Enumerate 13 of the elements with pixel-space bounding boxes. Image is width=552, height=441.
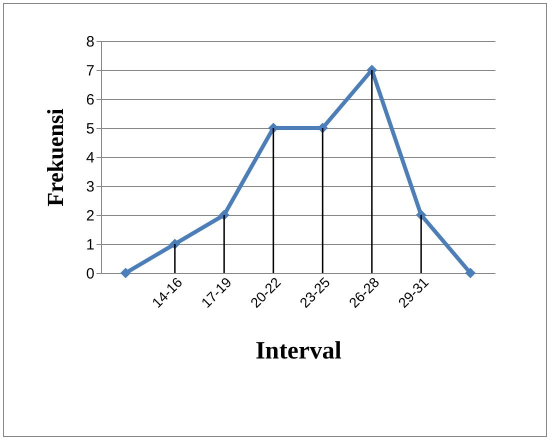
y-tick-label: 7	[86, 62, 94, 80]
point	[120, 268, 131, 278]
point	[465, 268, 476, 278]
x-axis-title: Interval	[255, 338, 342, 365]
y-tick-label: 0	[86, 266, 94, 282]
y-tick-label: 2	[86, 208, 94, 224]
y-tick-label: 6	[86, 92, 94, 108]
y-axis-title: Frekuensi	[43, 108, 68, 206]
y-tick-label: 8	[86, 34, 94, 50]
y-tick-label: 5	[86, 120, 94, 138]
y-tick-label: 1	[86, 236, 94, 254]
y-tick-label: 3	[86, 178, 94, 196]
y-tick-label: 4	[86, 150, 94, 166]
